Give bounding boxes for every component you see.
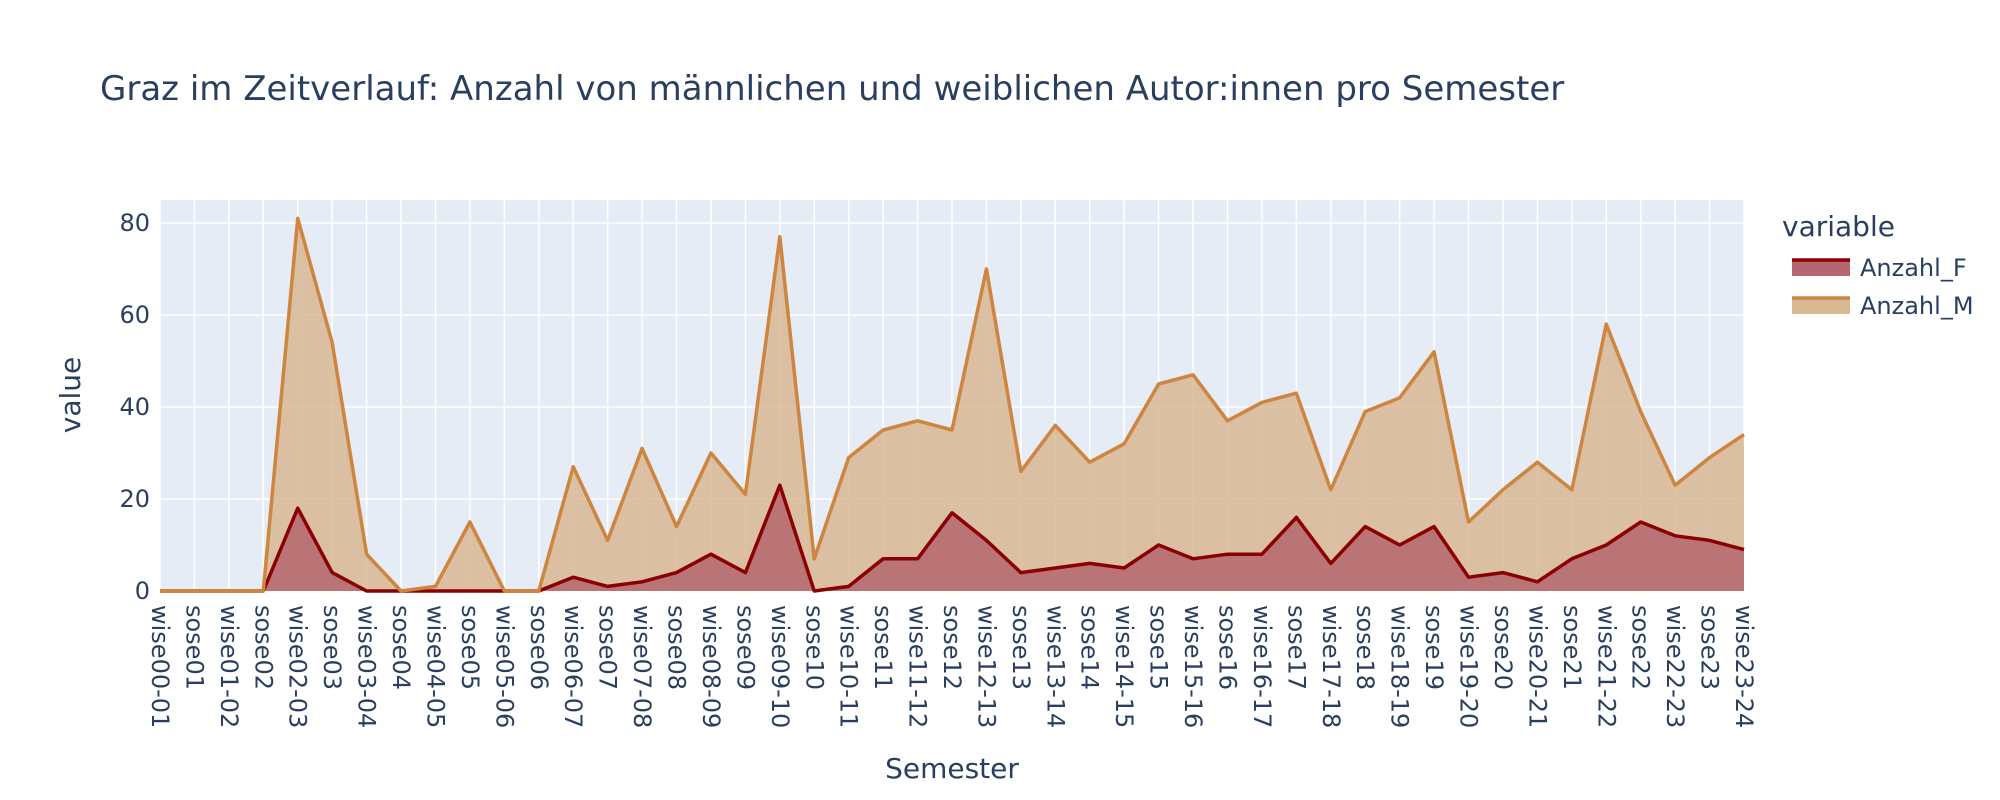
x-tick-label: wise06-07 xyxy=(559,605,587,728)
x-tick-label: sose09 xyxy=(731,605,759,690)
x-tick-label: sose15 xyxy=(1145,605,1173,690)
x-tick-label: wise05-06 xyxy=(490,605,518,728)
line-anzahl-f xyxy=(160,483,1745,593)
x-tick-label: wise03-04 xyxy=(353,605,381,728)
x-tick-label: sose01 xyxy=(180,605,208,690)
x-tick-labels: wise00-01 sose01 wise01-02 sose02 wise02-03 s… xyxy=(146,605,1758,728)
x-tick-label: wise14-15 xyxy=(1110,605,1138,728)
x-tick-label: sose19 xyxy=(1420,605,1448,690)
chart-title: Graz im Zeitverlauf: Anzahl von männlich… xyxy=(100,69,1564,109)
x-tick-label: wise09-10 xyxy=(766,605,794,728)
x-tick-label: sose11 xyxy=(869,605,897,690)
x-tick-label: sose16 xyxy=(1213,605,1241,690)
x-tick-label: sose10 xyxy=(800,605,828,690)
x-tick-label: sose07 xyxy=(594,605,622,690)
series-areas xyxy=(160,218,1744,591)
x-tick-label: wise10-11 xyxy=(835,605,863,728)
x-tick-label: wise21-22 xyxy=(1592,605,1620,728)
x-tick-label: sose23 xyxy=(1696,605,1724,690)
x-tick-label: sose05 xyxy=(456,605,484,690)
x-tick-label: wise19-20 xyxy=(1455,605,1483,728)
x-tick-label: sose18 xyxy=(1351,605,1379,690)
legend-swatch xyxy=(1792,260,1850,276)
x-tick-label: sose20 xyxy=(1489,605,1517,690)
y-tick-label: 80 xyxy=(119,209,150,237)
x-tick-label: wise04-05 xyxy=(421,605,449,728)
x-tick-label: sose03 xyxy=(318,605,346,690)
y-tick-labels: 0 20 40 60 80 xyxy=(119,209,150,605)
x-tick-label: sose14 xyxy=(1076,605,1104,690)
y-tick-label: 0 xyxy=(135,577,150,605)
line-anzahl-m xyxy=(160,216,1745,593)
x-tick-label: wise17-18 xyxy=(1317,605,1345,728)
legend-label: Anzahl_M xyxy=(1860,292,1974,320)
x-axis-title: Semester xyxy=(885,752,1019,785)
x-tick-label: wise12-13 xyxy=(972,605,1000,728)
y-tick-label: 60 xyxy=(119,301,150,329)
x-tick-label: sose08 xyxy=(663,605,691,690)
x-tick-label: wise11-12 xyxy=(904,605,932,728)
legend-title: variable xyxy=(1782,210,1895,243)
x-tick-label: sose06 xyxy=(525,605,553,690)
x-tick-label: sose04 xyxy=(387,605,415,690)
x-tick-label: sose17 xyxy=(1282,605,1310,690)
legend-swatch xyxy=(1792,298,1850,314)
x-tick-label: wise15-16 xyxy=(1179,605,1207,728)
x-tick-label: sose02 xyxy=(249,605,277,690)
x-tick-label: sose21 xyxy=(1558,605,1586,690)
y-axis-title: value xyxy=(54,357,87,433)
x-tick-label: wise18-19 xyxy=(1386,605,1414,728)
area-anzahl-f xyxy=(160,485,1744,591)
x-tick-label: wise13-14 xyxy=(1041,605,1069,728)
x-tick-label: wise02-03 xyxy=(284,605,312,728)
x-tick-label: sose13 xyxy=(1007,605,1035,690)
x-tick-label: sose12 xyxy=(938,605,966,690)
x-tick-label: sose22 xyxy=(1627,605,1655,690)
y-tick-label: 20 xyxy=(119,485,150,513)
legend: variable Anzahl_F Anzahl_M xyxy=(1782,210,1974,320)
x-tick-label: wise08-09 xyxy=(697,605,725,728)
x-tick-label: wise01-02 xyxy=(215,605,243,728)
x-tick-label: wise07-08 xyxy=(628,605,656,728)
series-lines xyxy=(160,216,1745,593)
x-tick-label: wise22-23 xyxy=(1661,605,1689,728)
x-tick-label: wise00-01 xyxy=(146,605,174,728)
y-tick-label: 40 xyxy=(119,393,150,421)
x-tick-label: wise20-21 xyxy=(1523,605,1551,728)
x-tick-label: wise23-24 xyxy=(1730,605,1758,728)
x-tick-label: wise16-17 xyxy=(1248,605,1276,728)
legend-label: Anzahl_F xyxy=(1860,254,1967,282)
area-anzahl-m xyxy=(160,218,1744,591)
